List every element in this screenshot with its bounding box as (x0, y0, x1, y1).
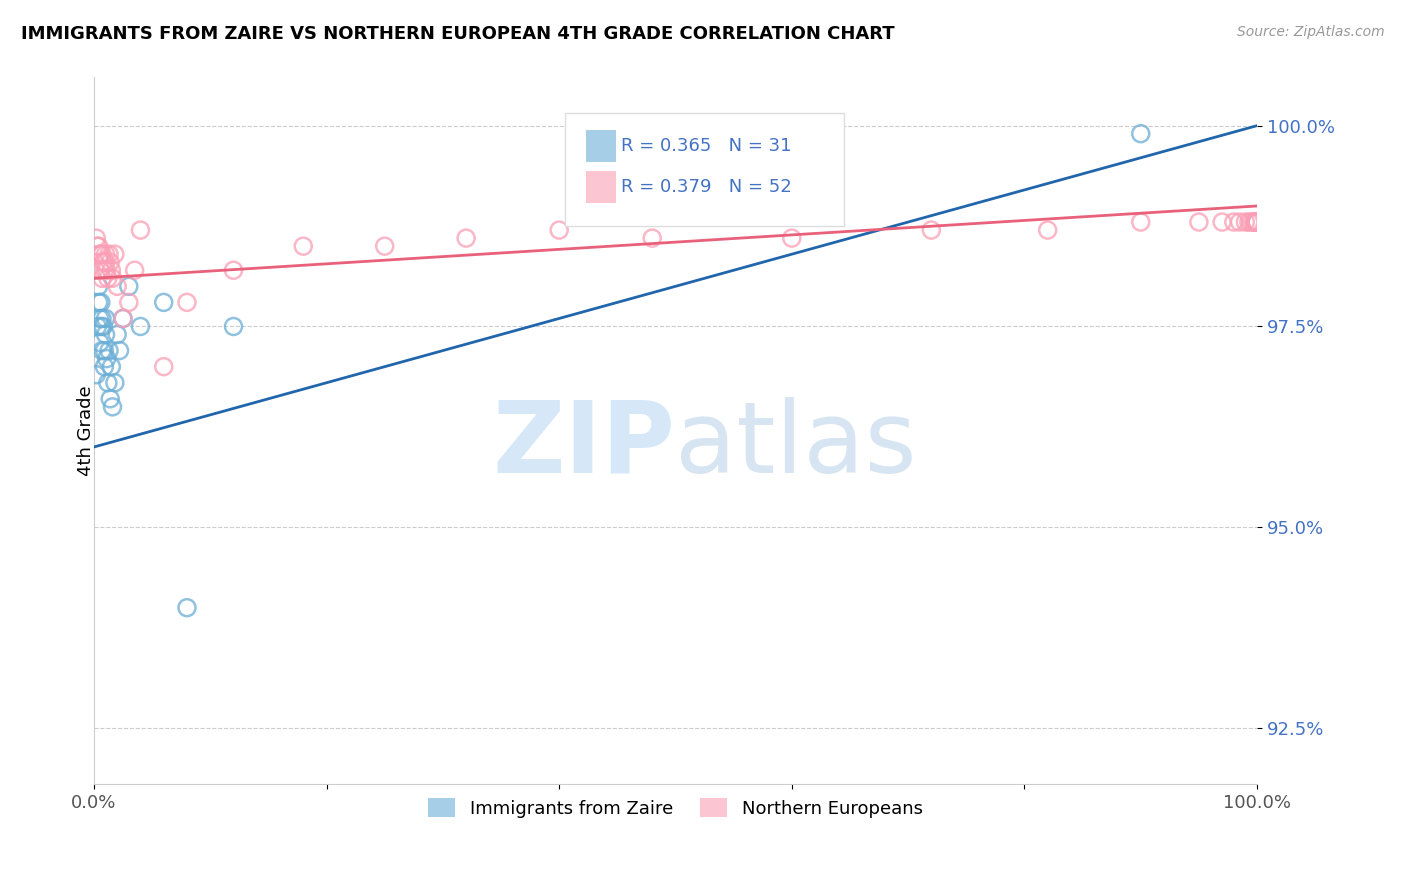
Point (920, 223, 942, 237)
Point (87, 295, 110, 310)
Point (91, 271, 114, 285)
Point (101, 271, 124, 285)
Point (1234, 215, 1257, 229)
Point (548, 223, 571, 237)
Point (89, 311, 111, 326)
Point (1244, 215, 1267, 229)
Point (1246, 215, 1268, 229)
Point (1129, 215, 1152, 229)
Point (100, 263, 122, 277)
Point (94, 255, 117, 269)
Point (1243, 215, 1265, 229)
Point (176, 600, 198, 615)
Point (456, 231, 478, 245)
Point (86, 239, 108, 253)
Y-axis label: 4th Grade: 4th Grade (76, 385, 94, 476)
Point (91, 343, 114, 358)
Point (152, 359, 174, 374)
Point (124, 263, 146, 277)
Point (222, 319, 245, 334)
Point (90, 263, 112, 277)
Point (90, 295, 112, 310)
Text: R = 0.365   N = 31: R = 0.365 N = 31 (621, 137, 792, 155)
Point (105, 327, 128, 342)
Text: R = 0.379   N = 52: R = 0.379 N = 52 (621, 178, 792, 196)
Point (1229, 215, 1251, 229)
FancyBboxPatch shape (586, 171, 616, 202)
Point (780, 231, 803, 245)
Point (98, 247, 121, 261)
Point (98, 343, 121, 358)
Point (97, 271, 120, 285)
Point (94, 247, 117, 261)
Point (90, 319, 112, 334)
Point (1036, 223, 1059, 237)
Point (91, 319, 114, 334)
Point (1246, 215, 1268, 229)
Point (374, 239, 396, 253)
Point (118, 279, 141, 293)
Point (94, 327, 117, 342)
Point (89, 335, 111, 350)
Point (641, 231, 664, 245)
Point (1243, 215, 1265, 229)
Point (222, 263, 245, 277)
Point (152, 295, 174, 310)
Point (91, 247, 114, 261)
Point (118, 295, 141, 310)
Point (129, 223, 152, 237)
Point (1129, 127, 1152, 141)
Point (87, 239, 110, 253)
Point (100, 359, 122, 374)
Text: IMMIGRANTS FROM ZAIRE VS NORTHERN EUROPEAN 4TH GRADE CORRELATION CHART: IMMIGRANTS FROM ZAIRE VS NORTHERN EUROPE… (21, 25, 894, 43)
Point (1237, 215, 1260, 229)
Point (292, 239, 315, 253)
Point (93, 359, 115, 374)
Point (89, 263, 111, 277)
Point (97, 376, 120, 390)
Point (105, 279, 128, 293)
Point (94, 311, 117, 326)
Point (90, 247, 112, 261)
Point (1211, 215, 1233, 229)
Point (101, 400, 124, 414)
Point (111, 311, 134, 326)
Text: atlas: atlas (675, 397, 917, 493)
Point (93, 343, 115, 358)
Point (1244, 215, 1267, 229)
Point (1223, 215, 1246, 229)
FancyBboxPatch shape (565, 112, 844, 226)
Legend: Immigrants from Zaire, Northern Europeans: Immigrants from Zaire, Northern European… (420, 791, 929, 825)
Point (129, 319, 152, 334)
Point (96, 263, 118, 277)
Point (108, 343, 131, 358)
Point (89, 247, 111, 261)
Point (98, 255, 121, 269)
Point (1246, 215, 1268, 229)
Point (104, 247, 127, 261)
Point (1240, 215, 1263, 229)
Point (176, 295, 198, 310)
Point (86, 319, 108, 334)
Text: ZIP: ZIP (492, 397, 675, 493)
Point (1188, 215, 1211, 229)
Point (84, 368, 107, 382)
Text: Source: ZipAtlas.com: Source: ZipAtlas.com (1237, 25, 1385, 39)
Point (1244, 215, 1267, 229)
Point (93, 263, 115, 277)
Point (84, 231, 107, 245)
Point (98, 392, 121, 406)
Point (87, 279, 110, 293)
FancyBboxPatch shape (586, 130, 616, 161)
Point (104, 376, 127, 390)
Point (111, 311, 134, 326)
Point (96, 351, 118, 366)
Point (91, 255, 114, 269)
Point (91, 311, 114, 326)
